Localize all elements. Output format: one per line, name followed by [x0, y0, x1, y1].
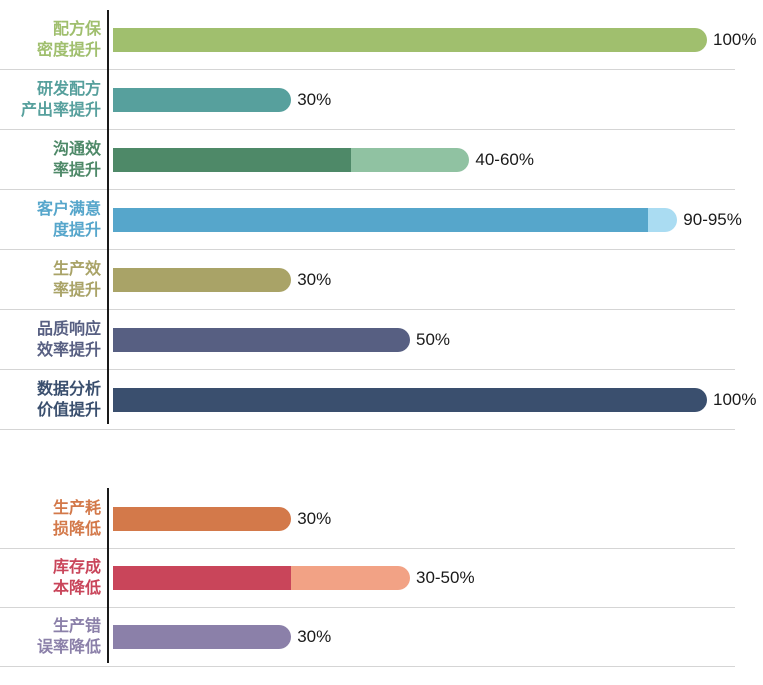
value-label: 30-50% — [415, 568, 475, 587]
category-label-line: 损降低 — [52, 521, 101, 538]
chart-row: 数据分析价值提升 100% — [0, 370, 756, 430]
bar-segment — [113, 327, 410, 352]
chart-group-improvements: 配方保密度提升 100% 研发配方产出率提升 30% 沟通效率提升 40-60% 客户满意度… — [0, 10, 756, 430]
category-label: 数据分析 价值提升 — [0, 379, 108, 421]
bar-segment — [291, 566, 410, 590]
category-label: 配方保密度提升 — [0, 19, 108, 61]
bar-track: 100% — [108, 27, 756, 52]
bar-segment — [647, 207, 678, 232]
category-label-line: 产出率提升 — [20, 101, 101, 119]
category-label: 生产效 率提升 — [0, 259, 108, 301]
category-label: 沟通效 率提升 — [0, 139, 108, 181]
bar-segment — [113, 147, 351, 172]
category-label-line: 密度提升 — [36, 41, 101, 59]
chart-row: 生产错误率降低 30% — [0, 608, 735, 667]
value-label: 100% — [713, 29, 757, 49]
category-label: 生产耗 损降低 — [0, 498, 108, 540]
bar-segment — [113, 87, 292, 112]
value-label: 30% — [297, 269, 332, 289]
bar — [113, 87, 292, 112]
chart-row: 沟通效率提升 40-60% — [0, 130, 735, 190]
bar-track: 30% — [108, 507, 735, 531]
bar-track: 30% — [108, 267, 735, 292]
bar-segment — [113, 207, 648, 232]
bar — [113, 625, 292, 649]
bar-track: 90-95% — [108, 207, 742, 232]
bar-segment — [350, 147, 470, 172]
chart-row: 品质响应效率提升 50% — [0, 310, 735, 370]
bar-segment — [113, 27, 707, 52]
bar-chart: 配方保密度提升 100% 研发配方产出率提升 30% 沟通效率提升 40-60% 客户满意度… — [0, 10, 756, 667]
category-label-line: 生产效 — [52, 260, 101, 278]
bar-track: 40-60% — [108, 147, 735, 172]
category-label-line: 度提升 — [52, 221, 101, 239]
bar-track: 100% — [108, 387, 756, 412]
category-label-line: 数据分析 — [36, 380, 101, 398]
category-label-line: 率提升 — [52, 281, 101, 299]
chart-row: 库存成本降低 30-50% — [0, 549, 735, 608]
category-label: 研发配方产出率提升 — [0, 79, 108, 121]
category-label-line: 生产错 — [52, 618, 101, 635]
bar-track: 30-50% — [108, 566, 735, 590]
chart-group-reductions: 生产耗损降低 30% 库存成本降低 30-50% 生产错误率降低 30% — [0, 488, 735, 667]
category-label-line: 生产耗 — [52, 500, 101, 517]
bar — [113, 507, 292, 531]
bar — [113, 566, 410, 590]
bar-track: 50% — [108, 327, 735, 352]
value-label: 90-95% — [683, 209, 742, 229]
value-label: 100% — [713, 389, 757, 409]
category-label-line: 误率降低 — [36, 639, 101, 656]
category-label-line: 沟通效 — [52, 140, 101, 158]
chart-row: 生产耗损降低 30% — [0, 490, 735, 549]
category-label-line: 库存成 — [52, 559, 101, 576]
y-axis-line — [107, 10, 109, 424]
chart-row: 研发配方产出率提升 30% — [0, 70, 735, 130]
category-label-line: 效率提升 — [36, 341, 101, 359]
bar — [113, 327, 410, 352]
bar-segment — [113, 566, 292, 590]
value-label: 30% — [297, 509, 332, 528]
bar — [113, 387, 707, 412]
category-label-line: 价值提升 — [36, 401, 101, 419]
bar-segment — [113, 267, 292, 292]
category-label-line: 率提升 — [52, 161, 101, 179]
bar — [113, 207, 678, 232]
category-label: 品质响应 效率提升 — [0, 319, 108, 361]
bar — [113, 27, 707, 52]
value-label: 40-60% — [475, 149, 534, 169]
category-label: 库存成 本降低 — [0, 557, 108, 599]
value-label: 50% — [416, 329, 451, 349]
bar — [113, 267, 292, 292]
y-axis-line — [107, 488, 109, 663]
chart-row: 配方保密度提升 100% — [0, 10, 756, 70]
category-label-line: 配方保 — [52, 20, 101, 38]
value-label: 30% — [297, 627, 332, 646]
category-label: 客户满意度提升 — [0, 199, 108, 241]
chart-row: 生产效率提升 30% — [0, 250, 735, 310]
bar-segment — [113, 625, 292, 649]
bar-track: 30% — [108, 625, 735, 649]
bar-track: 30% — [108, 87, 735, 112]
category-label-line: 品质响应 — [36, 320, 101, 338]
category-label-line: 客户满意 — [36, 200, 101, 218]
bar — [113, 147, 470, 172]
chart-row: 客户满意度提升 90-95% — [0, 190, 742, 250]
value-label: 30% — [297, 89, 332, 109]
category-label-line: 研发配方 — [36, 80, 101, 98]
category-label: 生产错误率降低 — [0, 616, 108, 658]
bar-segment — [113, 387, 707, 412]
category-label-line: 本降低 — [52, 580, 101, 597]
bar-segment — [113, 507, 292, 531]
